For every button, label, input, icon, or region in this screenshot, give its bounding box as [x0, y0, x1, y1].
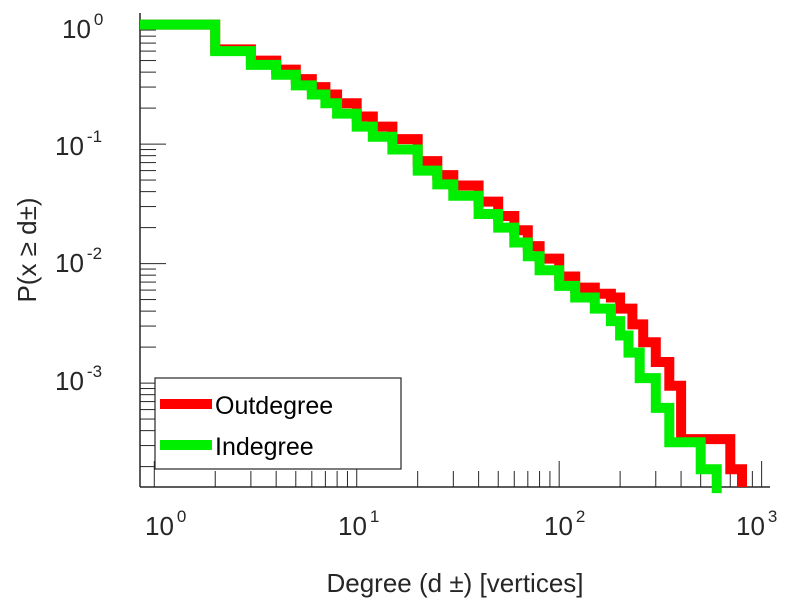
axes	[139, 13, 770, 488]
legend-label-indegree: Indegree	[215, 433, 314, 461]
x-tick-base-100: 10	[544, 511, 573, 541]
legend: Outdegree Indegree	[154, 377, 402, 470]
y-tick-label-0.1: 10 -1	[55, 127, 102, 161]
y-tick-base-0.1: 10	[55, 131, 84, 161]
legend-box	[154, 377, 402, 470]
x-tick-label-1000: 10 3	[736, 507, 777, 541]
x-tick-exp-100: 2	[576, 507, 585, 526]
y-tick-exp-0.1: -1	[87, 127, 102, 146]
x-tick-base-10: 10	[338, 511, 367, 541]
series-line-indegree	[140, 19, 722, 494]
x-tick-labels: 10 0 10 1 10 2 10 3	[145, 507, 777, 541]
y-tick-label-1: 10 0	[62, 10, 103, 44]
y-axis-label: P(x ≥ d±)	[12, 197, 42, 302]
y-tick-labels: 10 0 10 -1 10 -2 10 -3	[55, 10, 103, 396]
x-tick-label-100: 10 2	[544, 507, 585, 541]
series-layer	[140, 19, 747, 494]
x-tick-exp-10: 1	[370, 507, 379, 526]
y-tick-base-1: 10	[62, 14, 91, 44]
x-tick-exp-1: 0	[177, 507, 186, 526]
x-tick-exp-1000: 3	[768, 507, 777, 526]
y-tick-label-0.001: 10 -3	[55, 362, 102, 396]
y-tick-exp-0.01: -2	[87, 244, 102, 263]
x-tick-label-1: 10 0	[145, 507, 186, 541]
x-tick-label-10: 10 1	[338, 507, 379, 541]
y-tick-label-0.01: 10 -2	[55, 244, 102, 278]
x-axis-label: Degree (d ±) [vertices]	[326, 568, 583, 598]
x-tick-base-1000: 10	[736, 511, 765, 541]
x-tick-base-1: 10	[145, 511, 174, 541]
y-tick-base-0.001: 10	[55, 366, 84, 396]
legend-label-outdegree: Outdegree	[215, 392, 333, 420]
y-tick-exp-1: 0	[94, 10, 103, 29]
y-tick-base-0.01: 10	[55, 248, 84, 278]
y-tick-exp-0.001: -3	[87, 362, 102, 381]
